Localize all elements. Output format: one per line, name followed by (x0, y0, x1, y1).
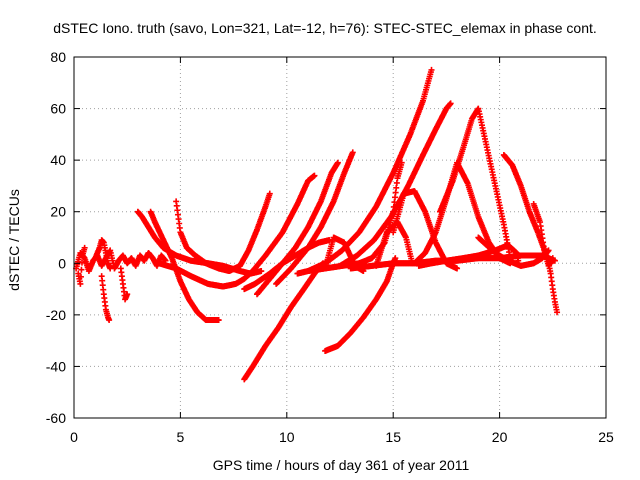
data-point (334, 159, 341, 166)
data-point (454, 265, 461, 272)
x-tick-label: 10 (279, 429, 295, 445)
data-point (77, 273, 84, 280)
data-point (551, 257, 558, 264)
data-series (173, 190, 273, 275)
data-series (437, 105, 514, 262)
data-point (107, 265, 114, 272)
y-tick-label: -20 (46, 307, 66, 323)
x-tick-label: 15 (385, 429, 401, 445)
plot-frame (73, 56, 607, 419)
x-axis-ticks: 0 5 10 15 20 25 (70, 57, 614, 445)
data-points (73, 66, 561, 383)
y-tick-label: 0 (58, 255, 66, 271)
data-point (215, 317, 222, 324)
data-point (78, 266, 85, 273)
x-tick-label: 20 (492, 429, 508, 445)
y-axis-ticks: -60 -40 -20 0 20 40 60 80 (46, 49, 606, 426)
data-series (305, 66, 435, 275)
data-point (106, 317, 113, 324)
data-series (117, 265, 131, 303)
data-series (475, 234, 552, 269)
chart-title: dSTEC Iono. truth (savo, Lon=321, Lat=-1… (53, 20, 597, 36)
data-point (258, 268, 265, 275)
data-series (156, 172, 318, 290)
data-point (428, 66, 435, 73)
y-tick-label: 20 (50, 204, 66, 220)
y-tick-label: 60 (50, 101, 66, 117)
data-series (273, 149, 356, 287)
y-tick-label: 40 (50, 152, 66, 168)
data-series (98, 273, 113, 324)
data-point (554, 309, 561, 316)
x-axis-label: GPS time / hours of day 361 of year 2011 (213, 457, 470, 473)
data-point (78, 259, 85, 266)
data-point (81, 244, 88, 251)
y-tick-label: -60 (46, 410, 66, 426)
y-tick-label: 80 (50, 49, 66, 65)
plot-area-border (73, 56, 607, 419)
data-point (311, 172, 318, 179)
data-series (92, 237, 114, 272)
data-point (349, 149, 356, 156)
data-series (147, 208, 222, 324)
data-point (392, 255, 399, 262)
data-series (545, 260, 561, 316)
data-series (254, 159, 341, 298)
data-point (77, 280, 84, 287)
data-series (322, 234, 367, 275)
x-tick-label: 25 (598, 429, 614, 445)
x-tick-label: 5 (177, 429, 185, 445)
data-series (75, 244, 88, 287)
data-point (266, 190, 273, 197)
data-point (447, 100, 454, 107)
x-tick-label: 0 (70, 429, 78, 445)
data-series (322, 255, 399, 354)
y-tick-label: -40 (46, 358, 66, 374)
data-series (347, 252, 558, 272)
y-axis-label: dSTEC / TECUs (6, 189, 22, 291)
data-point (124, 291, 131, 298)
